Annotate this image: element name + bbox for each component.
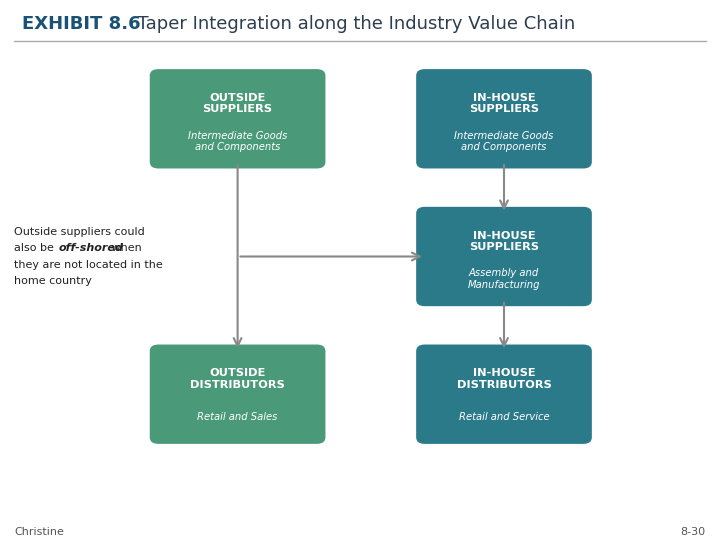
FancyBboxPatch shape bbox=[416, 345, 592, 444]
FancyBboxPatch shape bbox=[416, 69, 592, 168]
Text: Taper Integration along the Industry Value Chain: Taper Integration along the Industry Val… bbox=[126, 15, 575, 33]
Text: when: when bbox=[108, 244, 142, 253]
Text: they are not located in the: they are not located in the bbox=[14, 260, 163, 269]
Text: home country: home country bbox=[14, 276, 92, 286]
Text: Outside suppliers could: Outside suppliers could bbox=[14, 227, 145, 237]
FancyBboxPatch shape bbox=[416, 207, 592, 306]
Text: EXHIBIT 8.6: EXHIBIT 8.6 bbox=[22, 15, 140, 33]
Text: IN-HOUSE
SUPPLIERS: IN-HOUSE SUPPLIERS bbox=[469, 231, 539, 252]
Text: Retail and Sales: Retail and Sales bbox=[197, 412, 278, 422]
Text: Intermediate Goods
and Components: Intermediate Goods and Components bbox=[454, 131, 554, 152]
Text: OUTSIDE
DISTRIBUTORS: OUTSIDE DISTRIBUTORS bbox=[190, 368, 285, 390]
Text: Retail and Service: Retail and Service bbox=[459, 412, 549, 422]
Text: Intermediate Goods
and Components: Intermediate Goods and Components bbox=[188, 131, 287, 152]
FancyBboxPatch shape bbox=[150, 69, 325, 168]
Text: 8-30: 8-30 bbox=[680, 527, 706, 537]
Text: IN-HOUSE
SUPPLIERS: IN-HOUSE SUPPLIERS bbox=[469, 93, 539, 114]
Text: OUTSIDE
SUPPLIERS: OUTSIDE SUPPLIERS bbox=[202, 93, 273, 114]
Text: also be: also be bbox=[14, 244, 58, 253]
Text: Assembly and
Manufacturing: Assembly and Manufacturing bbox=[468, 268, 540, 290]
FancyBboxPatch shape bbox=[150, 345, 325, 444]
Text: IN-HOUSE
DISTRIBUTORS: IN-HOUSE DISTRIBUTORS bbox=[456, 368, 552, 390]
Text: off-shored: off-shored bbox=[59, 244, 124, 253]
Text: Christine: Christine bbox=[14, 527, 64, 537]
